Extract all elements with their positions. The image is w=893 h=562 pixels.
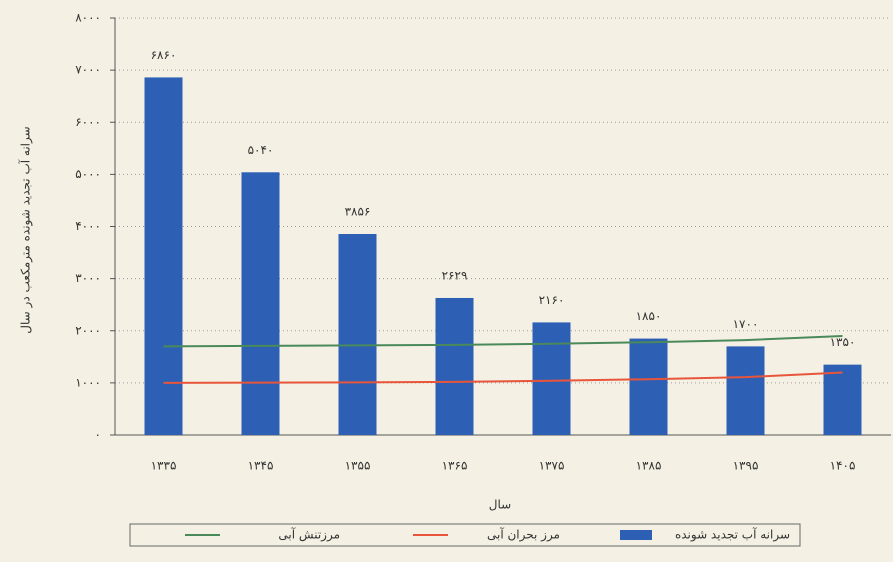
bar (144, 77, 183, 436)
x-axis-label: سال (489, 498, 511, 512)
bar (241, 172, 280, 436)
y-tick-label: ۵۰۰۰ (75, 167, 101, 181)
legend-label: سرانه آب تجدید شونده (675, 527, 790, 543)
y-axis-label: سرانه آب تجدید شونده مترمکعب در سال (18, 126, 34, 333)
legend-swatch (620, 530, 652, 540)
data-label: ۶۸۶۰ (151, 48, 177, 62)
bar (435, 297, 474, 435)
bar (532, 322, 571, 435)
data-label: ۲۱۶۰ (539, 293, 565, 307)
x-tick-label: ۱۳۹۵ (733, 459, 759, 473)
y-tick-label: ۴۰۰۰ (75, 219, 101, 233)
x-tick-label: ۱۴۰۵ (830, 459, 856, 473)
bar (823, 364, 862, 435)
x-tick-label: ۱۳۴۵ (248, 459, 274, 473)
y-tick-label: ۱۰۰۰ (75, 375, 101, 389)
line (163, 371, 843, 384)
line (163, 334, 843, 348)
legend-box (129, 523, 801, 547)
x-tick-label: ۱۳۶۵ (442, 459, 468, 473)
y-tick-label: ۰ (95, 428, 101, 442)
data-label: ۱۷۰۰ (733, 317, 759, 331)
data-label: ۲۶۲۹ (442, 268, 468, 282)
y-tick-label: ۲۰۰۰ (75, 323, 101, 337)
data-label: ۱۸۵۰ (636, 309, 662, 323)
data-label: ۵۰۴۰ (248, 143, 274, 157)
data-label: ۳۸۵۶ (345, 205, 371, 219)
x-tick-label: ۱۳۷۵ (539, 459, 565, 473)
bar (338, 234, 377, 435)
y-tick-label: ۷۰۰۰ (75, 63, 101, 77)
legend-label: مرز بحران آبی (487, 527, 560, 543)
y-tick-label: ۶۰۰۰ (75, 115, 101, 129)
bar (726, 346, 765, 435)
x-tick-label: ۱۳۸۵ (636, 459, 662, 473)
bar (629, 338, 668, 435)
y-tick-label: ۳۰۰۰ (75, 271, 101, 285)
legend-label: مرزتنش آبی (278, 527, 340, 543)
x-tick-label: ۱۳۵۵ (345, 459, 371, 473)
x-tick-label: ۱۳۳۵ (151, 459, 177, 473)
y-tick-label: ۸۰۰۰ (75, 11, 101, 25)
data-label: ۱۳۵۰ (830, 335, 856, 349)
